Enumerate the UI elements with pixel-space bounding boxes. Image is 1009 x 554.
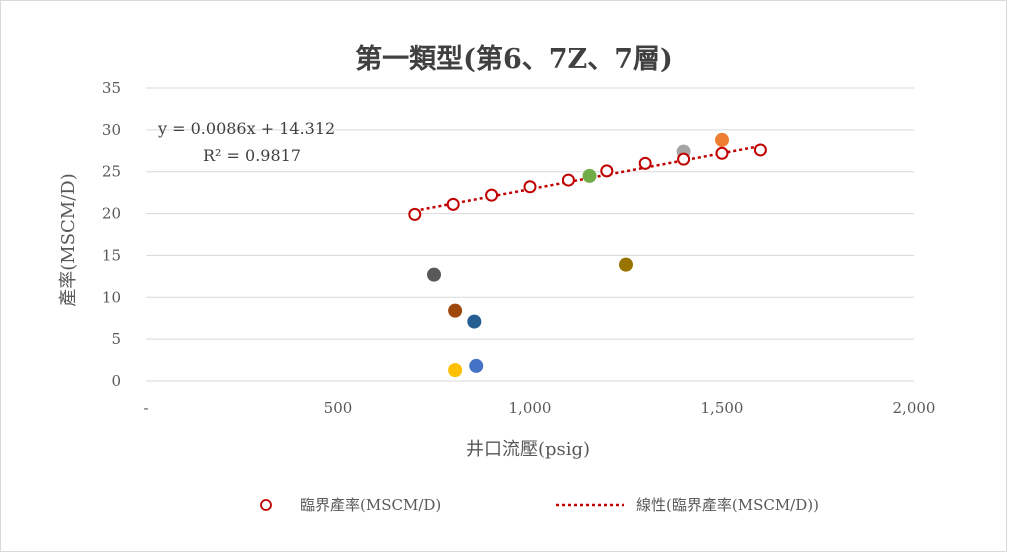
legend: 臨界產率(MSCM/D) 線性(臨界產率(MSCM/D)) xyxy=(260,496,819,514)
series-point xyxy=(561,173,575,187)
data-point xyxy=(467,314,482,329)
data-point xyxy=(448,363,463,378)
x-tick-label: 1,000 xyxy=(509,399,552,417)
y-tick-label: 10 xyxy=(102,288,121,306)
x-tick-label: - xyxy=(143,399,148,417)
series-point xyxy=(715,146,729,160)
series-point xyxy=(446,197,460,211)
y-tick-label: 15 xyxy=(102,246,121,264)
legend-marker-series xyxy=(260,499,272,511)
series-point xyxy=(523,180,537,194)
y-tick-label: 30 xyxy=(102,121,121,139)
legend-label-series: 臨界產率(MSCM/D) xyxy=(300,496,441,514)
series-group xyxy=(408,143,767,221)
x-axis-title: 井口流壓(psig) xyxy=(466,439,590,460)
y-axis-title: 產率(MSCM/D) xyxy=(58,173,79,307)
y-tick-label: 25 xyxy=(102,163,121,181)
data-point xyxy=(448,303,463,318)
legend-label-trendline: 線性(臨界產率(MSCM/D)) xyxy=(636,496,819,514)
data-point xyxy=(427,267,441,282)
series-point xyxy=(677,152,691,166)
data-point xyxy=(715,132,729,147)
grid-lines xyxy=(146,87,914,382)
data-point xyxy=(469,358,484,373)
other-points-group xyxy=(427,132,729,378)
y-tick-label: 0 xyxy=(111,372,121,390)
series-point xyxy=(408,207,422,221)
series-point xyxy=(485,188,499,202)
y-tick-label: 20 xyxy=(102,205,121,223)
x-tick-labels: - 500 1,000 1,500 2,000 xyxy=(143,399,935,417)
y-tick-label: 35 xyxy=(102,79,121,97)
series-point xyxy=(638,156,652,170)
series-point xyxy=(753,143,767,157)
x-tick-label: 2,000 xyxy=(893,399,936,417)
y-tick-labels: 0 5 10 15 20 25 30 35 xyxy=(102,79,121,390)
x-tick-label: 1,500 xyxy=(701,399,744,417)
y-tick-label: 5 xyxy=(111,330,121,348)
data-point xyxy=(582,168,597,183)
chart-title: 第一類型(第6、7Z、7層) xyxy=(355,43,673,75)
data-point xyxy=(619,257,633,272)
trendline-equation: y = 0.0086x + 14.312 xyxy=(157,119,335,138)
trendline-r-squared: R² = 0.9817 xyxy=(203,146,301,165)
x-tick-label: 500 xyxy=(324,399,353,417)
series-point xyxy=(600,164,614,178)
